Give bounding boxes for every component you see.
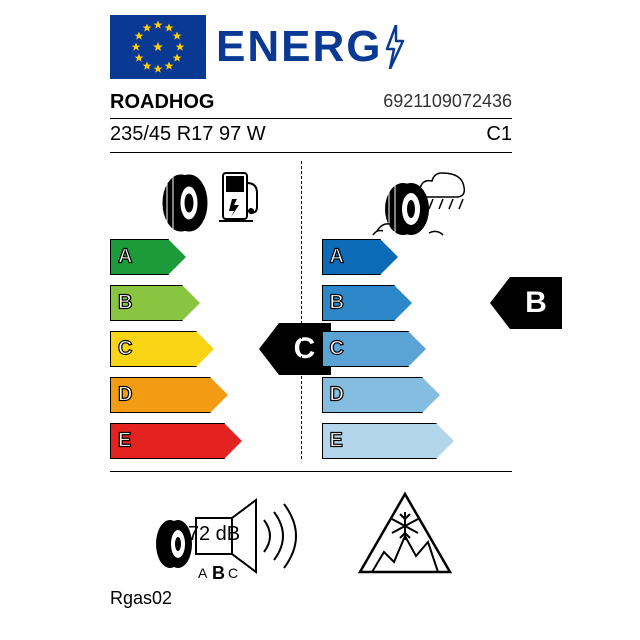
tyre-rain-icon (347, 163, 487, 237)
rating-arrow-B: B (322, 285, 513, 321)
rating-arrow-B: B (110, 285, 301, 321)
brand-name: ROADHOG (110, 91, 214, 114)
svg-text:B: B (212, 563, 225, 582)
wet-grip-column: ABCDE B (301, 161, 513, 459)
rating-arrow-D: D (110, 377, 301, 413)
tyre-fuel-icon (145, 163, 265, 237)
rating-arrow-A: A (110, 239, 301, 275)
bolt-icon (384, 25, 406, 69)
barcode: 6921109072436 (383, 91, 512, 114)
noise-db: 72 dB (188, 523, 240, 545)
vehicle-class: C1 (486, 123, 512, 146)
svg-text:A: A (198, 565, 208, 581)
svg-text:C: C (228, 565, 238, 581)
tyre-size: 235/45 R17 97 W (110, 123, 266, 146)
snow-icon (350, 486, 460, 582)
rating-arrow-E: E (110, 423, 301, 459)
noise-icon: 72 dB A B C (140, 486, 320, 582)
code-text: Rgas02 (110, 588, 512, 609)
rating-arrow-A: A (322, 239, 513, 275)
rating-arrow-D: D (322, 377, 513, 413)
eu-flag (110, 15, 206, 79)
wet-rating-badge: B (510, 277, 562, 329)
fuel-efficiency-column: ABCDE C (110, 161, 301, 459)
rating-arrow-C: C (322, 331, 513, 367)
rating-arrow-E: E (322, 423, 513, 459)
energy-title: ENERG (216, 25, 406, 69)
